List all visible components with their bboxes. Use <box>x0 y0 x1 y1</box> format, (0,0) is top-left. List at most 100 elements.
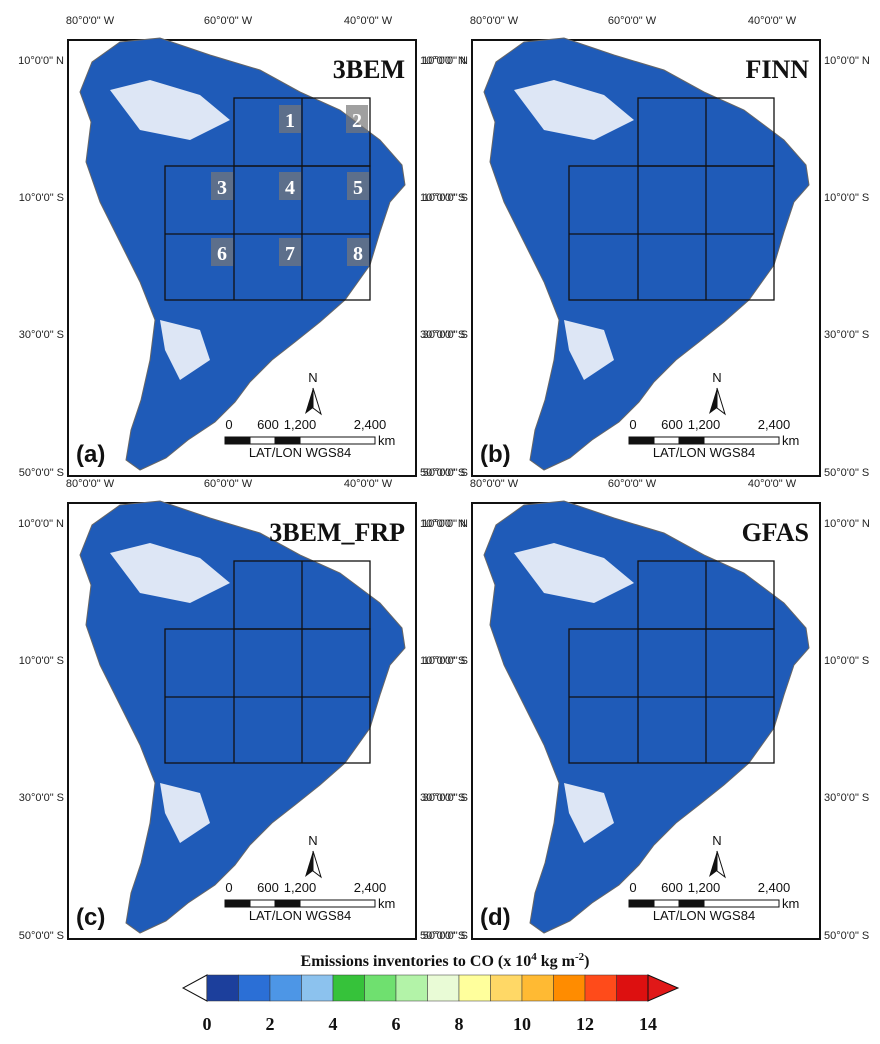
scale-label: 600 <box>661 880 683 895</box>
title-part: Emissions inventories to CO (x 10 <box>301 953 532 970</box>
lon-label: 40°0'0" W <box>344 478 393 490</box>
landmass-gaps <box>110 543 230 843</box>
map-panel: 80°0'0" W 60°0'0" W 40°0'0" W 10°0'0" N 10°0… <box>18 478 466 942</box>
region-number: 5 <box>353 177 363 199</box>
lat-label: 30°0'0" S <box>824 329 869 341</box>
region-badge <box>211 238 233 266</box>
landmass <box>79 500 406 934</box>
north-label: N <box>308 833 317 848</box>
colorbar-label: 12 <box>576 1014 594 1034</box>
landmass-gaps <box>110 80 230 380</box>
lat-label: 10°0'0" S <box>423 192 468 204</box>
lat-label: 10°0'0" S <box>824 192 869 204</box>
region-badge <box>347 172 369 200</box>
lat-label: 10°0'0" N <box>420 55 466 67</box>
colorbar-swatch <box>521 974 554 1002</box>
datum-label: LAT/LON WGS84 <box>249 445 351 460</box>
region-number: 1 <box>285 110 295 132</box>
scale-bar <box>703 899 780 908</box>
scale-label: 0 <box>225 417 232 432</box>
colorbar-swatch <box>553 974 586 1002</box>
lon-label: 40°0'0" W <box>748 478 797 490</box>
lon-label: 80°0'0" W <box>470 15 519 27</box>
colorbar-swatch <box>332 974 365 1002</box>
grid-box <box>164 628 371 764</box>
scale-label: 0 <box>629 880 636 895</box>
colorbar-swatch <box>427 974 460 1002</box>
colorbar-label: 8 <box>455 1014 464 1034</box>
datum-label: LAT/LON WGS84 <box>653 445 755 460</box>
lat-label: 10°0'0" N <box>824 55 870 67</box>
lon-label: 80°0'0" W <box>66 15 115 27</box>
lat-label: 10°0'0" N <box>422 518 468 530</box>
scale-label: 0 <box>225 880 232 895</box>
scale-bar <box>274 899 301 908</box>
lat-label: 50°0'0" S <box>423 467 468 479</box>
scale-unit: km <box>782 433 799 448</box>
colorbar-label: 10 <box>513 1014 531 1034</box>
superscript: 4 <box>531 951 537 963</box>
lat-label: 30°0'0" S <box>824 792 869 804</box>
lat-label: 10°0'0" N <box>824 518 870 530</box>
scale-label: 2,400 <box>354 880 387 895</box>
colorbar-swatch <box>584 974 617 1002</box>
north-arrow <box>716 850 726 879</box>
lat-label: 30°0'0" S <box>19 792 64 804</box>
lat-label: 30°0'0" S <box>420 329 465 341</box>
colorbar-swatch <box>238 974 271 1002</box>
colorbar-swatch <box>364 974 397 1002</box>
scale-bar <box>678 436 705 445</box>
superscript: -2 <box>575 951 585 963</box>
region-number: 6 <box>217 243 227 265</box>
north-arrow <box>709 388 717 414</box>
lat-label: 10°0'0" N <box>422 55 468 67</box>
scale-label: 2,400 <box>354 417 387 432</box>
scale-label: 2,400 <box>758 417 791 432</box>
lat-label: 10°0'0" N <box>420 518 466 530</box>
scale-label: 2,400 <box>758 880 791 895</box>
scale-unit: km <box>782 896 799 911</box>
lat-label: 30°0'0" S <box>423 792 468 804</box>
colorbar-swatch <box>458 974 491 1002</box>
colorbar-label: 2 <box>266 1014 275 1034</box>
region-number: 8 <box>353 243 363 265</box>
lat-label: 10°0'0" S <box>19 192 64 204</box>
scale-bar <box>653 436 680 445</box>
scale-bar <box>678 899 705 908</box>
scale-bar <box>299 899 376 908</box>
lat-label: 50°0'0" S <box>423 930 468 942</box>
scale-bar <box>274 436 301 445</box>
scale-label: 1,200 <box>688 417 721 432</box>
colorbar-label: 0 <box>203 1014 212 1034</box>
region-badge <box>347 238 369 266</box>
region-number: 4 <box>285 177 295 199</box>
title-part: kg m <box>537 953 576 970</box>
colorbar-label: 6 <box>392 1014 401 1034</box>
datum-label: LAT/LON WGS84 <box>653 908 755 923</box>
lon-label: 60°0'0" W <box>608 478 657 490</box>
colorbar-swatch <box>395 974 428 1002</box>
lat-label: 50°0'0" S <box>420 467 465 479</box>
lat-label: 50°0'0" S <box>19 930 64 942</box>
grid-box <box>568 165 775 301</box>
region-badge <box>279 105 301 133</box>
datum-label: LAT/LON WGS84 <box>249 908 351 923</box>
scale-label: 1,200 <box>688 880 721 895</box>
north-label: N <box>308 370 317 385</box>
landmass <box>483 500 810 934</box>
scale-label: 0 <box>629 417 636 432</box>
lat-label: 50°0'0" S <box>824 467 869 479</box>
lon-label: 60°0'0" W <box>204 478 253 490</box>
panel-letter: (d) <box>480 904 511 931</box>
scale-unit: km <box>378 433 395 448</box>
scale-bar <box>628 899 655 908</box>
lat-label: 10°0'0" N <box>18 55 64 67</box>
map-panel: 80°0'0" W 60°0'0" W 40°0'0" W 10°0'0" N 10°0… <box>422 15 870 479</box>
north-arrow <box>716 387 726 416</box>
lon-label: 40°0'0" W <box>344 15 393 27</box>
colorbar-label: 4 <box>329 1014 338 1034</box>
lat-label: 30°0'0" S <box>19 329 64 341</box>
lat-label: 50°0'0" S <box>824 930 869 942</box>
panel-letter: (b) <box>480 441 511 468</box>
